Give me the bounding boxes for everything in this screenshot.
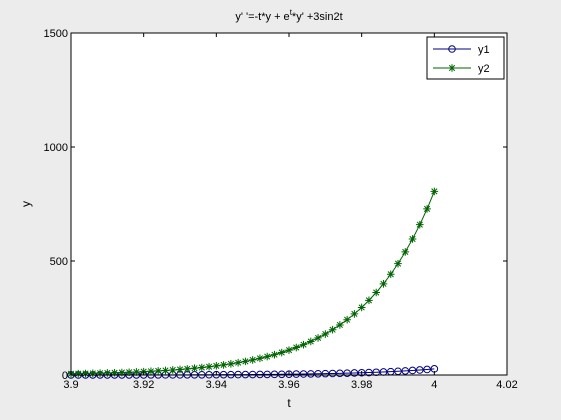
data-point-y1 — [350, 369, 359, 377]
legend-box — [426, 36, 505, 80]
plot-area — [71, 33, 507, 375]
data-point-y2 — [299, 340, 308, 349]
data-point-y2 — [168, 366, 177, 374]
x-tick-label: 4 — [431, 379, 437, 391]
data-point-y2 — [219, 361, 228, 369]
ticks-layer: 3.9 3.92 3.94 3.96 3.98 4 4.02 0 500 1000 1500 — [44, 28, 518, 391]
data-point-y2 — [314, 334, 322, 342]
data-point-y1 — [307, 370, 315, 378]
data-point-y2 — [372, 288, 380, 297]
data-point-y2 — [401, 248, 410, 256]
data-point-y2 — [270, 350, 279, 359]
y-tick-label: 0 — [62, 370, 68, 382]
data-point-y2 — [81, 369, 90, 378]
y-axis-label: y — [19, 201, 33, 207]
data-point-y1 — [343, 369, 351, 377]
data-point-y1 — [263, 370, 272, 379]
data-point-y2 — [96, 369, 104, 377]
data-point-y2 — [147, 367, 155, 376]
x-tick-label: 3.92 — [133, 379, 154, 391]
data-point-y2 — [176, 365, 184, 374]
data-point-y2 — [132, 368, 141, 376]
data-point-y2 — [343, 315, 351, 324]
data-point-y2 — [183, 365, 192, 373]
data-point-y2 — [198, 363, 206, 372]
data-point-y2 — [74, 369, 83, 378]
legend: y1 y2 — [426, 36, 505, 80]
data-point-y2 — [357, 303, 366, 312]
data-point-y2 — [430, 187, 439, 196]
legend-marker-y1 — [448, 45, 456, 53]
data-point-y2 — [248, 356, 257, 364]
data-point-y2 — [89, 369, 97, 378]
data-point-y2 — [423, 205, 431, 213]
data-point-y1 — [336, 369, 344, 378]
data-point-y2 — [386, 270, 395, 279]
chart-title-rest: *y' +3sin2t — [292, 11, 343, 23]
data-point-y1 — [372, 368, 381, 377]
legend-marker-y2 — [448, 64, 456, 72]
x-axis-label: t — [287, 396, 291, 410]
data-point-y1 — [401, 367, 410, 375]
x-tick-label: 3.9 — [63, 379, 78, 391]
data-point-y1 — [328, 369, 337, 378]
data-point-y1 — [285, 370, 293, 378]
data-point-y1 — [408, 366, 417, 375]
chart-title-main: y' '=-t*y + e — [235, 11, 289, 23]
data-point-y1 — [321, 369, 330, 378]
data-point-y2 — [118, 368, 126, 377]
data-point-y1 — [299, 370, 308, 378]
chart-title: y' '=-t*y + et*y' +3sin2t — [235, 8, 342, 23]
data-point-y1 — [357, 368, 366, 377]
data-point-y1 — [277, 370, 286, 379]
x-tick-label: 3.94 — [206, 379, 227, 391]
data-point-y2 — [212, 362, 221, 370]
data-point-y2 — [277, 348, 286, 357]
data-point-y1 — [256, 370, 264, 379]
data-point-y2 — [256, 354, 264, 363]
data-point-y2 — [321, 330, 330, 338]
y-tick-label: 1000 — [44, 142, 68, 154]
data-point-y2 — [365, 296, 373, 305]
data-point-y2 — [241, 357, 250, 366]
data-point-y1 — [423, 365, 431, 374]
data-point-y2 — [285, 346, 293, 354]
data-point-y2 — [379, 280, 388, 288]
y-tick-label: 1500 — [44, 28, 68, 40]
x-tick-label: 3.98 — [351, 379, 372, 391]
data-point-y2 — [350, 310, 359, 318]
data-point-y2 — [125, 368, 133, 377]
data-point-y1 — [416, 366, 424, 374]
data-point-y2 — [227, 360, 235, 368]
data-point-y2 — [103, 369, 112, 377]
chart-title-superscript: t — [290, 8, 293, 17]
data-point-y1 — [365, 368, 373, 377]
data-point-y2 — [408, 235, 417, 243]
x-tick-label: 4.02 — [496, 379, 517, 391]
data-point-y2 — [328, 325, 337, 334]
data-point-y1 — [270, 370, 279, 379]
data-point-y2 — [394, 259, 402, 268]
data-point-y2 — [205, 362, 213, 371]
data-point-y2 — [190, 364, 199, 373]
data-point-y2 — [154, 367, 162, 375]
data-point-y2 — [234, 358, 242, 367]
data-point-y2 — [110, 368, 119, 377]
y-tick-label: 500 — [50, 256, 68, 268]
legend-label-y1: y1 — [478, 44, 490, 56]
data-point-y2 — [416, 220, 424, 229]
legend-label-y2: y2 — [478, 63, 490, 75]
data-point-y2 — [292, 343, 301, 352]
data-point-y2 — [263, 352, 271, 361]
x-tick-label: 3.96 — [278, 379, 299, 391]
data-point-y2 — [336, 321, 344, 329]
data-point-y1 — [292, 370, 301, 378]
data-point-y2 — [307, 337, 315, 346]
data-point-y2 — [161, 366, 170, 375]
data-point-y1 — [314, 369, 322, 378]
